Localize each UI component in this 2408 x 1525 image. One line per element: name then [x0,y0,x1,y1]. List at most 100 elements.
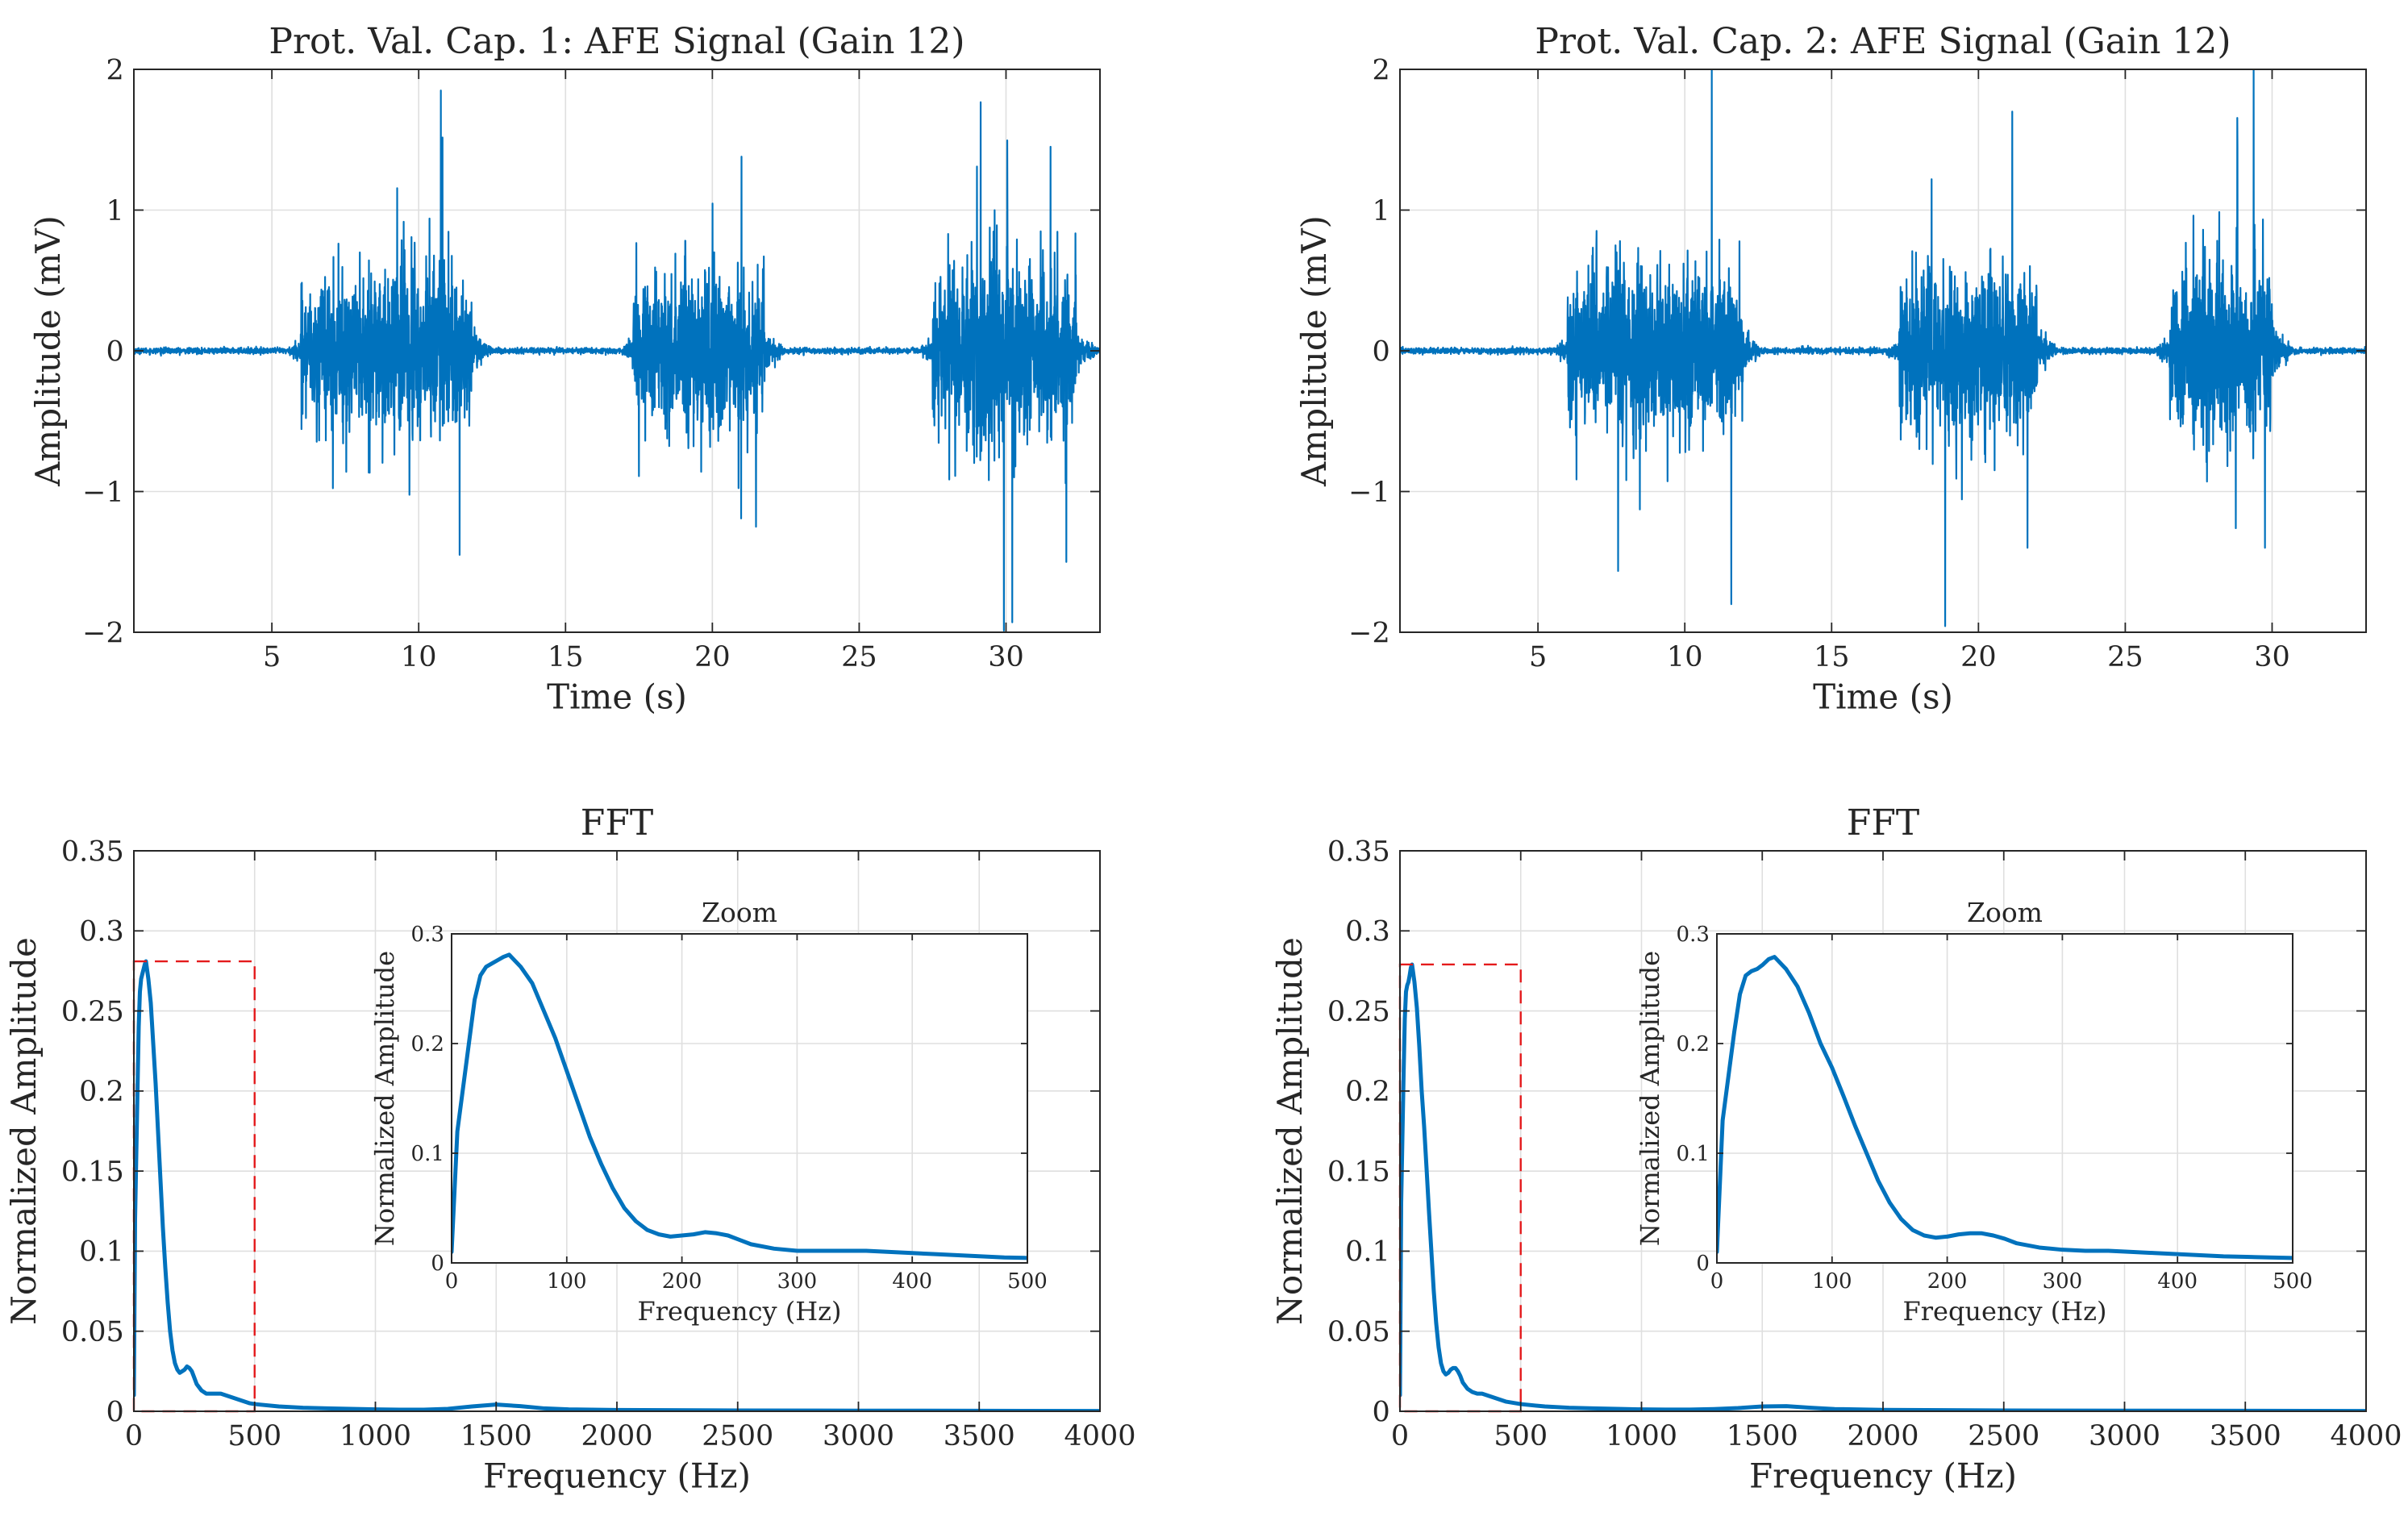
chart-3-xtick-label: 0 [125,1420,143,1452]
chart-4-inset-ytick-label: 0.3 [1677,923,1710,947]
chart-3-ytick-label: 0.35 [61,835,124,868]
chart-4-inset-xtick-label: 300 [2043,1269,2083,1294]
chart-3-inset-ytick-label: 0.3 [411,923,444,947]
chart-4-ytick-label: 0 [1372,1396,1389,1428]
chart-4-inset-xtick-label: 200 [1927,1269,1968,1294]
chart-3-ytick-label: 0.25 [61,996,124,1028]
chart-3-inset-xtick-label: 400 [892,1269,932,1294]
chart-3-ytick-label: 0.3 [79,916,124,948]
chart-3-inset-xtick-label: 500 [1007,1269,1048,1294]
chart-3-inset-series-fft [452,952,1027,1260]
chart-1-xtick-label: 10 [401,641,437,673]
chart-4-inset-ylabel: Normalized Amplitude [1635,951,1665,1246]
chart-1-ytick-label: 1 [106,195,123,227]
chart-3-ytick-label: 0.15 [61,1156,124,1188]
chart-4-frame [1399,850,2367,1412]
chart-3-series-fft [134,959,1100,1411]
chart-1-ytick-label: 2 [106,54,123,86]
chart-2-ylabel: Amplitude (mV) [1294,215,1334,487]
chart-4-ytick-label: 0.15 [1327,1156,1390,1188]
chart-4-ytick-label: 0.1 [1345,1236,1390,1269]
chart-3-xtick-label: 2000 [581,1420,652,1452]
chart-3-inset-xtick-label: 0 [445,1269,459,1294]
chart-4-ytick-label: 0.35 [1327,835,1390,868]
chart-3-xtick-label: 3000 [823,1420,894,1452]
chart-3-inset-axes: 0 100 200 300 400 500 0 0.1 0.2 0.3 Zoom Frequency … [369,897,1048,1327]
chart-4-inset-axes: 0 100 200 300 400 500 0 0.1 0.2 0.3 Zoom Frequency … [1635,897,2313,1327]
chart-3-xtick-label: 3500 [944,1420,1015,1452]
chart-1-xlabel: Time (s) [547,677,687,717]
chart-1-xtick-label: 20 [694,641,731,673]
chart-2-title: Prot. Val. Cap. 2: AFE Signal (Gain 12) [1535,21,2231,62]
chart-4-inset-xtick-label: 0 [1710,1269,1724,1294]
chart-4-xtick-label: 1500 [1727,1420,1798,1452]
chart-4-xtick-label: 0 [1391,1420,1409,1452]
chart-3-inset-xlabel: Frequency (Hz) [638,1296,842,1327]
chart-3-inset-ylabel: Normalized Amplitude [369,951,400,1246]
chart-3-ytick-label: 0.1 [79,1236,124,1269]
chart-1-xtick-label: 30 [988,641,1024,673]
chart-4-inset-ytick-label: 0.1 [1677,1142,1710,1166]
chart-4-ylabel: Normalized Amplitude [1270,937,1310,1325]
chart-1-ylabel: Amplitude (mV) [28,215,68,487]
chart-3-inset-plot-area [452,934,1027,1263]
chart-2-xtick-label: 20 [1960,641,1997,673]
chart-2-xtick-label: 25 [2107,641,2143,673]
chart-3-title: FFT [581,802,653,844]
chart-1-ytick-label: 0 [106,335,123,368]
chart-3-inset-ytick-label: 0 [431,1252,444,1276]
chart-1-xtick-label: 15 [548,641,584,673]
chart-1-series-signal [134,90,1100,631]
chart-4-inset-xtick-label: 100 [1812,1269,1852,1294]
chart-4-ytick-label: 0.05 [1327,1316,1390,1348]
chart-4-inset-xtick-label: 400 [2157,1269,2198,1294]
chart-3-inset-xtick-label: 200 [662,1269,702,1294]
chart-1-xtick-label: 5 [263,641,281,673]
chart-2-series-signal [1400,69,2366,627]
chart-3-ytick-label: 0 [106,1396,123,1428]
chart-4-series-fft [1400,962,2366,1411]
chart-2-axes: 5 10 15 20 25 30 −2 −1 0 1 2 Prot. Val. Cap. 2: AFE… [1294,21,2367,717]
chart-4-xtick-label: 500 [1494,1420,1548,1452]
chart-3-ytick-label: 0.2 [79,1076,124,1108]
chart-2-ytick-label: 2 [1372,54,1389,86]
chart-4-ytick-label: 0.25 [1327,996,1390,1028]
chart-1-ytick-label: −2 [82,617,124,649]
chart-2-xtick-label: 10 [1667,641,1703,673]
chart-4-xtick-label: 4000 [2330,1420,2402,1452]
chart-1-ytick-label: −1 [82,477,124,509]
chart-4-xtick-label: 3500 [2210,1420,2281,1452]
chart-3-xtick-label: 2500 [702,1420,773,1452]
chart-1-title: Prot. Val. Cap. 1: AFE Signal (Gain 12) [269,21,964,62]
chart-2-ytick-label: 1 [1372,195,1389,227]
chart-4-inset-title: Zoom [1967,897,2043,928]
chart-4-inset-xtick-label: 500 [2273,1269,2313,1294]
chart-3-ytick-label: 0.05 [61,1316,124,1348]
chart-2-xtick-label: 5 [1529,641,1547,673]
chart-4-xlabel: Frequency (Hz) [1749,1456,2017,1496]
chart-2-ytick-label: −2 [1348,617,1390,649]
chart-4-title: FFT [1847,802,1919,844]
chart-4-xtick-label: 3000 [2089,1420,2160,1452]
chart-1-frame [133,69,1101,633]
chart-3-xlabel: Frequency (Hz) [483,1456,751,1496]
chart-2-xlabel: Time (s) [1813,677,1953,717]
chart-2-frame [1399,69,2367,633]
chart-4-xtick-label: 1000 [1606,1420,1677,1452]
chart-4-inset-ytick-label: 0.2 [1677,1032,1710,1056]
chart-4-inset-frame [1716,933,2293,1264]
chart-4-inset-plot-area [1717,934,2293,1263]
chart-3-xtick-label: 1500 [460,1420,532,1452]
chart-4-ytick-label: 0.2 [1345,1076,1390,1108]
chart-2-ytick-label: 0 [1372,335,1389,368]
chart-2-xtick-label: 30 [2254,641,2290,673]
chart-3-frame [133,850,1101,1412]
chart-2-xtick-label: 15 [1814,641,1850,673]
chart-4-xtick-label: 2000 [1847,1420,1918,1452]
chart-3-inset-xtick-label: 100 [547,1269,587,1294]
chart-4-inset-xlabel: Frequency (Hz) [1903,1296,2107,1327]
chart-3-xtick-label: 4000 [1064,1420,1135,1452]
chart-4-ytick-label: 0.3 [1345,916,1390,948]
chart-3-xtick-label: 1000 [340,1420,411,1452]
